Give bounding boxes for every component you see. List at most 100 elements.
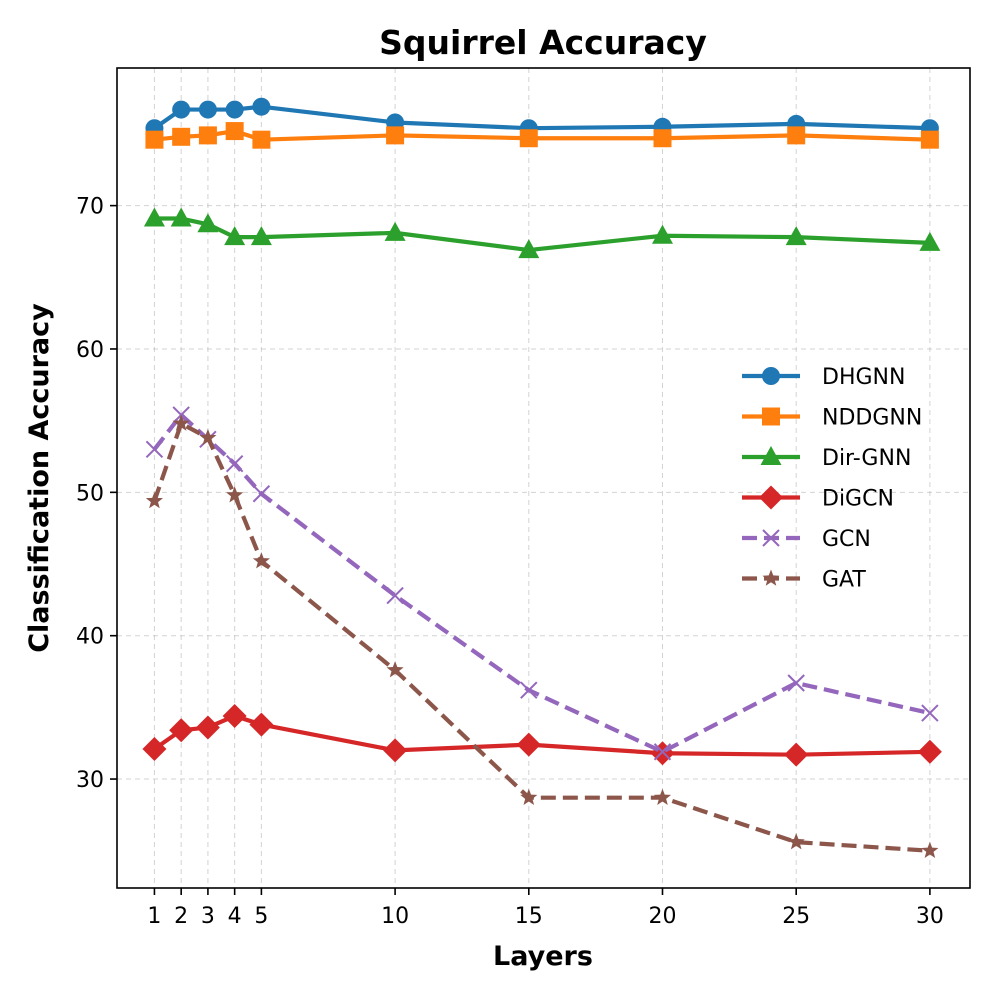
x-tick-label: 20 [648,904,676,929]
legend-item-dhgnn: DHGNN [742,365,905,390]
data-point [386,586,404,605]
data-point [921,841,939,859]
data-point [386,661,404,678]
data-point [145,440,164,459]
series-line [152,421,931,853]
data-point [143,207,165,227]
data-point [225,122,244,141]
legend: DHGNN NDDGNN Dir-GNN DiGCN GCN GAT [742,365,922,593]
legend-label: DHGNN [822,365,905,390]
y-tick-label: 60 [76,338,104,363]
data-point [145,130,164,149]
x-tick-label: 15 [515,904,543,929]
data-point [518,239,540,259]
x-tick-label: 5 [254,904,268,929]
data-point [787,674,805,692]
legend-marker [762,529,780,547]
y-tick-label: 40 [76,625,104,650]
legend-marker [762,569,780,586]
series-line [152,412,931,754]
data-point [172,127,191,146]
series-layer [142,97,942,859]
legend-item-dir-gnn: Dir-GNN [742,446,911,471]
legend-label: GAT [822,568,866,593]
series-gcn [145,406,939,761]
x-tick-label: 25 [782,904,810,929]
ticks-layer: 1 2 3 4 5 10 15 20 25 30 30 40 50 60 70 [76,195,944,929]
data-point [384,221,406,241]
data-point [653,129,672,148]
data-point [787,833,805,850]
data-point [198,100,217,119]
chart-title: Squirrel Accuracy [379,23,707,62]
y-tick-label: 30 [76,768,104,793]
x-tick-label: 1 [147,904,161,929]
series-nddgnn [145,122,939,149]
data-point [651,224,673,244]
series-gat [145,414,939,859]
data-point [653,743,672,761]
legend-item-gcn: GCN [742,527,871,552]
data-point [919,231,941,251]
plot-frame [116,67,971,889]
x-tick-label: 10 [381,904,409,929]
data-point [197,213,219,233]
y-axis-label: Classification Accuracy [24,303,55,653]
data-point [226,486,244,503]
data-point [653,788,672,805]
data-point [199,428,217,446]
data-point [784,742,809,767]
data-point [249,712,274,737]
legend-item-gat: GAT [742,568,866,593]
legend-label: GCN [822,527,871,552]
legend-label: Dir-GNN [822,446,911,471]
legend-item-digcn: DiGCN [742,485,894,512]
data-point [169,718,194,743]
data-point [252,485,271,503]
data-point [917,739,942,764]
data-point [225,100,244,119]
data-point [921,704,939,722]
y-tick-label: 70 [76,195,104,220]
data-point [198,126,217,145]
data-point [250,226,272,246]
legend-marker [762,367,780,385]
data-point [225,454,244,473]
data-point [224,226,246,246]
data-point [650,741,675,766]
legend-label: DiGCN [822,487,894,512]
series-line [154,128,930,142]
series-dhgnn [145,97,939,138]
series-dir-gnn [143,207,941,259]
x-tick-label: 4 [228,904,242,929]
data-point [252,97,271,116]
series-line [153,104,930,131]
data-point [252,130,271,149]
data-point [195,715,220,740]
data-point [252,552,270,569]
legend-item-nddgnn: NDDGNN [742,406,922,431]
data-point [787,126,806,145]
data-point [172,414,190,431]
series-digcn [142,703,942,767]
series-line [153,713,930,757]
data-point [142,736,167,761]
legend-marker [762,407,780,426]
x-axis-label: Layers [493,941,593,972]
data-point [516,732,541,757]
data-point [383,738,408,763]
x-tick-label: 2 [174,904,188,929]
x-tick-label: 3 [201,904,215,929]
x-tick-label: 30 [916,904,944,929]
data-point [386,126,405,145]
y-tick-label: 50 [76,481,104,506]
data-point [785,226,807,246]
legend-label: NDDGNN [822,406,922,431]
data-point [920,130,939,149]
data-point [172,100,191,119]
data-point [520,788,538,805]
data-point [170,207,192,227]
data-point [145,491,163,509]
grid-layer [117,68,970,888]
